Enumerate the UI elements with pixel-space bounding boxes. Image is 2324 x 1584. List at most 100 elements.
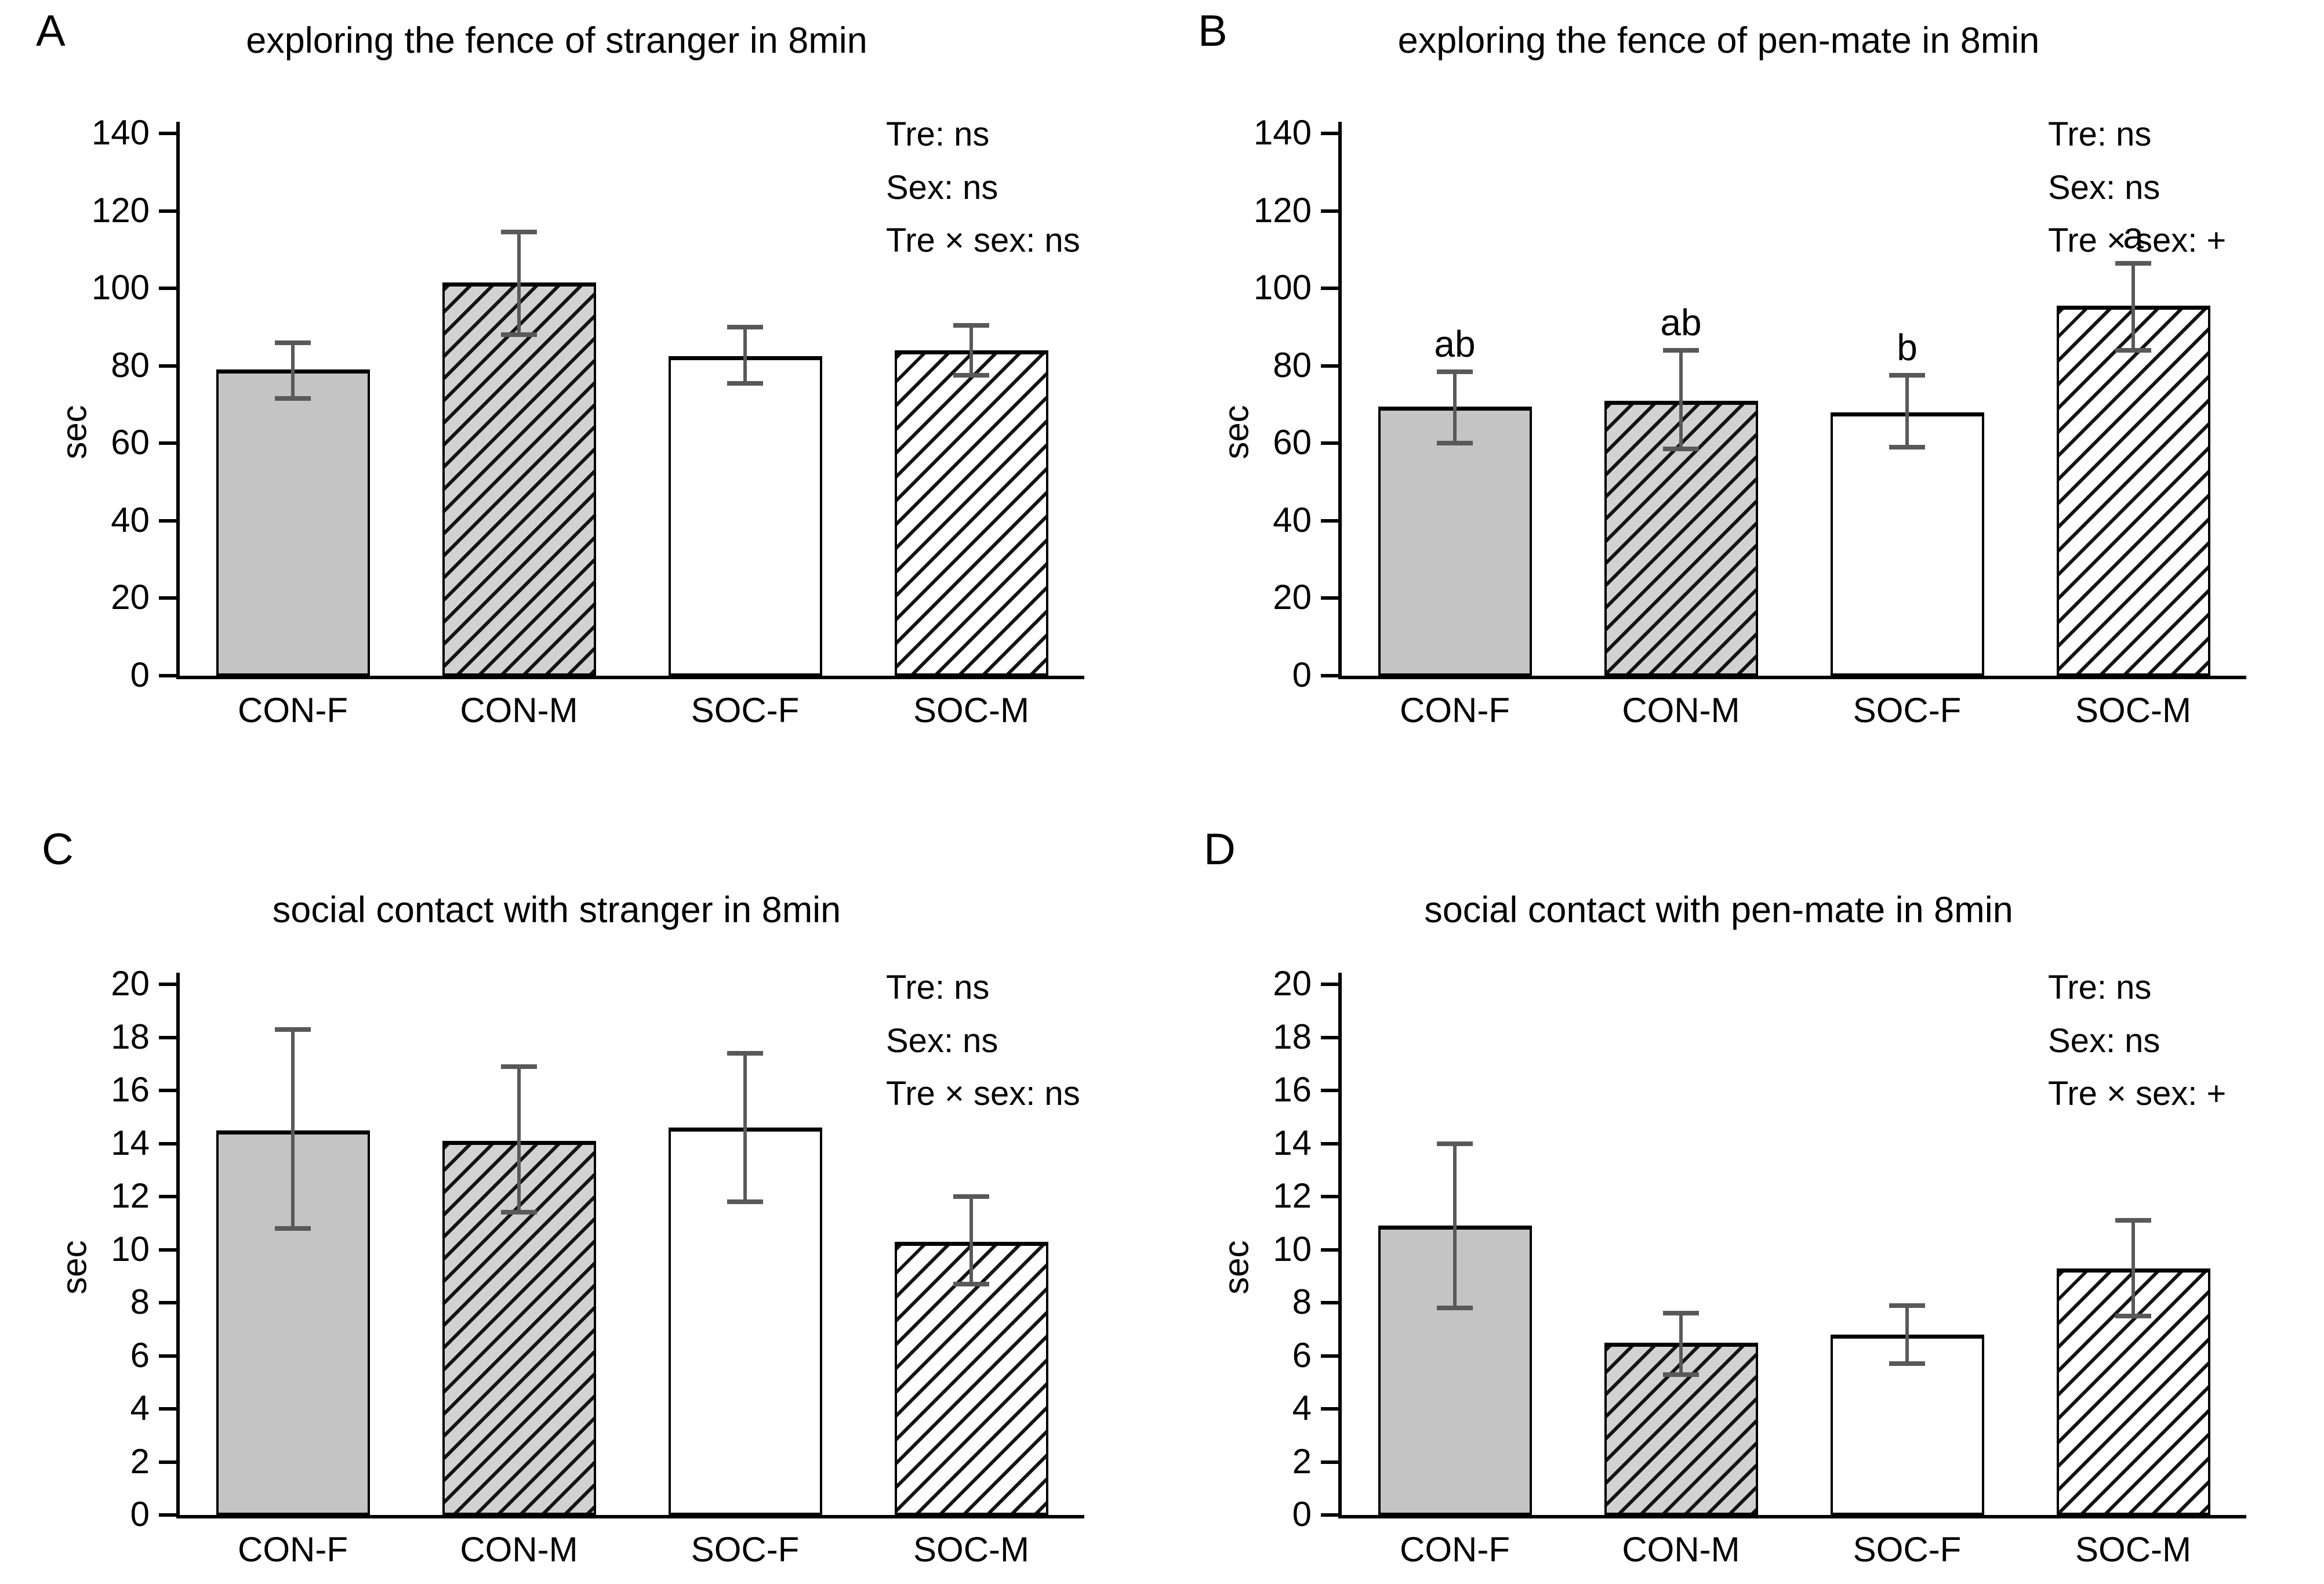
bar-con-f [216,369,370,676]
bar-soc-m [894,1241,1048,1515]
significance-letter: a [2123,214,2144,256]
x-tick-label: SOC-M [913,1530,1029,1569]
error-bar-line [969,1197,973,1284]
y-tick-label: 14 [111,1123,150,1162]
error-bar-cap-top [727,1050,763,1056]
y-tick-label: 10 [1273,1229,1312,1268]
y-tick-label: 6 [1292,1335,1312,1375]
y-tick-mark [1321,1035,1338,1039]
y-tick-mark [1321,441,1338,445]
panel-label: A [36,6,66,56]
error-bar-line [2131,1220,2135,1316]
error-bar-line [517,232,521,335]
y-tick-label: 12 [1273,1176,1312,1215]
y-tick-mark [159,1195,176,1198]
y-tick-mark [1321,519,1338,523]
y-tick-label: 4 [130,1389,150,1427]
bar-con-m [442,282,596,676]
y-tick-label: 20 [1273,578,1312,617]
error-bar-cap-top [1437,1141,1473,1146]
error-bar-cap-bottom [1663,1372,1699,1377]
x-tick-label: CON-F [1400,691,1510,730]
stats-line-treatment: Tre: ns [2048,969,2152,1006]
y-tick-label: 0 [1292,1495,1312,1534]
error-bar-cap-top [501,1064,537,1069]
y-tick-mark [159,596,176,600]
significance-letter: b [1897,327,1918,369]
y-tick-mark [1321,1301,1338,1304]
y-tick-label: 16 [111,1070,150,1109]
error-bar-cap-bottom [501,332,537,338]
plot-area: 0 2 4 6 8 10 12 14 16 18 20 CON-F CON-M SOC-F SOC-M [111,966,1084,1567]
y-tick-label: 2 [130,1441,150,1481]
y-tick-mark [1321,1248,1338,1252]
error-bar-line [1453,371,1457,444]
error-bar-line [291,342,295,399]
y-tick-mark [159,1035,176,1039]
panel-c: C social contact with stranger in 8min s… [0,792,1162,1584]
x-tick-label: CON-M [1622,691,1740,730]
error-bar-cap-top [1889,373,1925,378]
y-tick-mark [159,1141,176,1146]
y-tick-mark [159,1460,176,1464]
stats-annotation: Tre: ns Sex: ns Tre × sex: + [2048,961,2226,1121]
y-tick-label: 6 [130,1335,150,1375]
y-tick-label: 0 [130,655,150,694]
error-bar-cap-bottom [275,1226,311,1231]
stats-line-interaction: Tre × sex: ns [886,1075,1080,1113]
error-bar-line [1905,1305,1909,1364]
y-tick-mark [159,441,176,445]
error-bar-cap-top [727,324,763,329]
bar-soc-m [2056,1268,2210,1515]
bar-soc-f [1830,412,1984,676]
y-tick-label: 18 [1273,1017,1312,1056]
error-bar-cap-bottom [953,373,989,378]
bar-soc-m [894,350,1048,676]
y-tick-label: 10 [111,1229,150,1268]
y-axis-line [1338,973,1342,1515]
panel-label: B [1198,6,1228,56]
y-tick-mark [159,1248,176,1252]
error-bar-cap-bottom [727,380,763,386]
x-tick-label: CON-F [238,1530,348,1569]
y-tick-label: 2 [1292,1441,1312,1481]
y-tick-label: 14 [1273,1123,1312,1162]
stats-line-sex: Sex: ns [886,168,998,206]
y-tick-label: 8 [130,1282,150,1321]
stats-line-treatment: Tre: ns [2048,115,2152,153]
error-bar-cap-bottom [1437,1306,1473,1311]
y-tick-label: 16 [1273,1070,1312,1109]
panel-a: A exploring the fence of stranger in 8mi… [0,0,1162,792]
chart-title: social contact with pen-mate in 8min [1424,890,2013,930]
error-bar-cap-top [1663,348,1699,353]
x-axis-line [1338,676,2246,679]
stats-annotation: Tre: ns Sex: ns Tre × sex: + [2048,108,2226,267]
y-tick-label: 60 [111,423,150,462]
x-axis-line [1338,1515,2246,1518]
stats-line-sex: Sex: ns [2048,1021,2160,1060]
x-tick-label: CON-M [460,691,578,730]
y-tick-mark [1321,1195,1338,1198]
error-bar-cap-top [275,340,311,345]
error-bar-cap-bottom [2115,348,2151,353]
error-bar-line [1679,350,1683,450]
x-tick-label: SOC-F [691,1530,800,1569]
y-tick-label: 100 [1253,268,1312,307]
y-tick-mark [159,364,176,368]
error-bar-cap-top [2115,260,2151,266]
error-bar-cap-bottom [501,1210,537,1215]
error-bar-cap-bottom [1437,441,1473,446]
error-bar-line [1453,1143,1457,1308]
plot-area: 0 2 4 6 8 10 12 14 16 18 20 CON-F CON-M SOC-F SOC-M [1273,966,2246,1567]
y-tick-label: 8 [1292,1282,1312,1321]
y-tick-mark [1321,364,1338,368]
y-tick-mark [1321,1354,1338,1358]
stats-line-treatment: Tre: ns [886,115,990,153]
y-axis-line [1338,122,1342,676]
x-tick-label: SOC-F [691,691,800,730]
x-tick-label: CON-F [238,691,348,730]
stats-annotation: Tre: ns Sex: ns Tre × sex: ns [886,108,1080,267]
plot-area: 0 20 40 60 80 100 120 140 ab CON-F ab CON-M b SOC-F a S… [1254,115,2246,728]
y-axis-line [176,122,180,676]
y-tick-label: 120 [1253,190,1312,230]
